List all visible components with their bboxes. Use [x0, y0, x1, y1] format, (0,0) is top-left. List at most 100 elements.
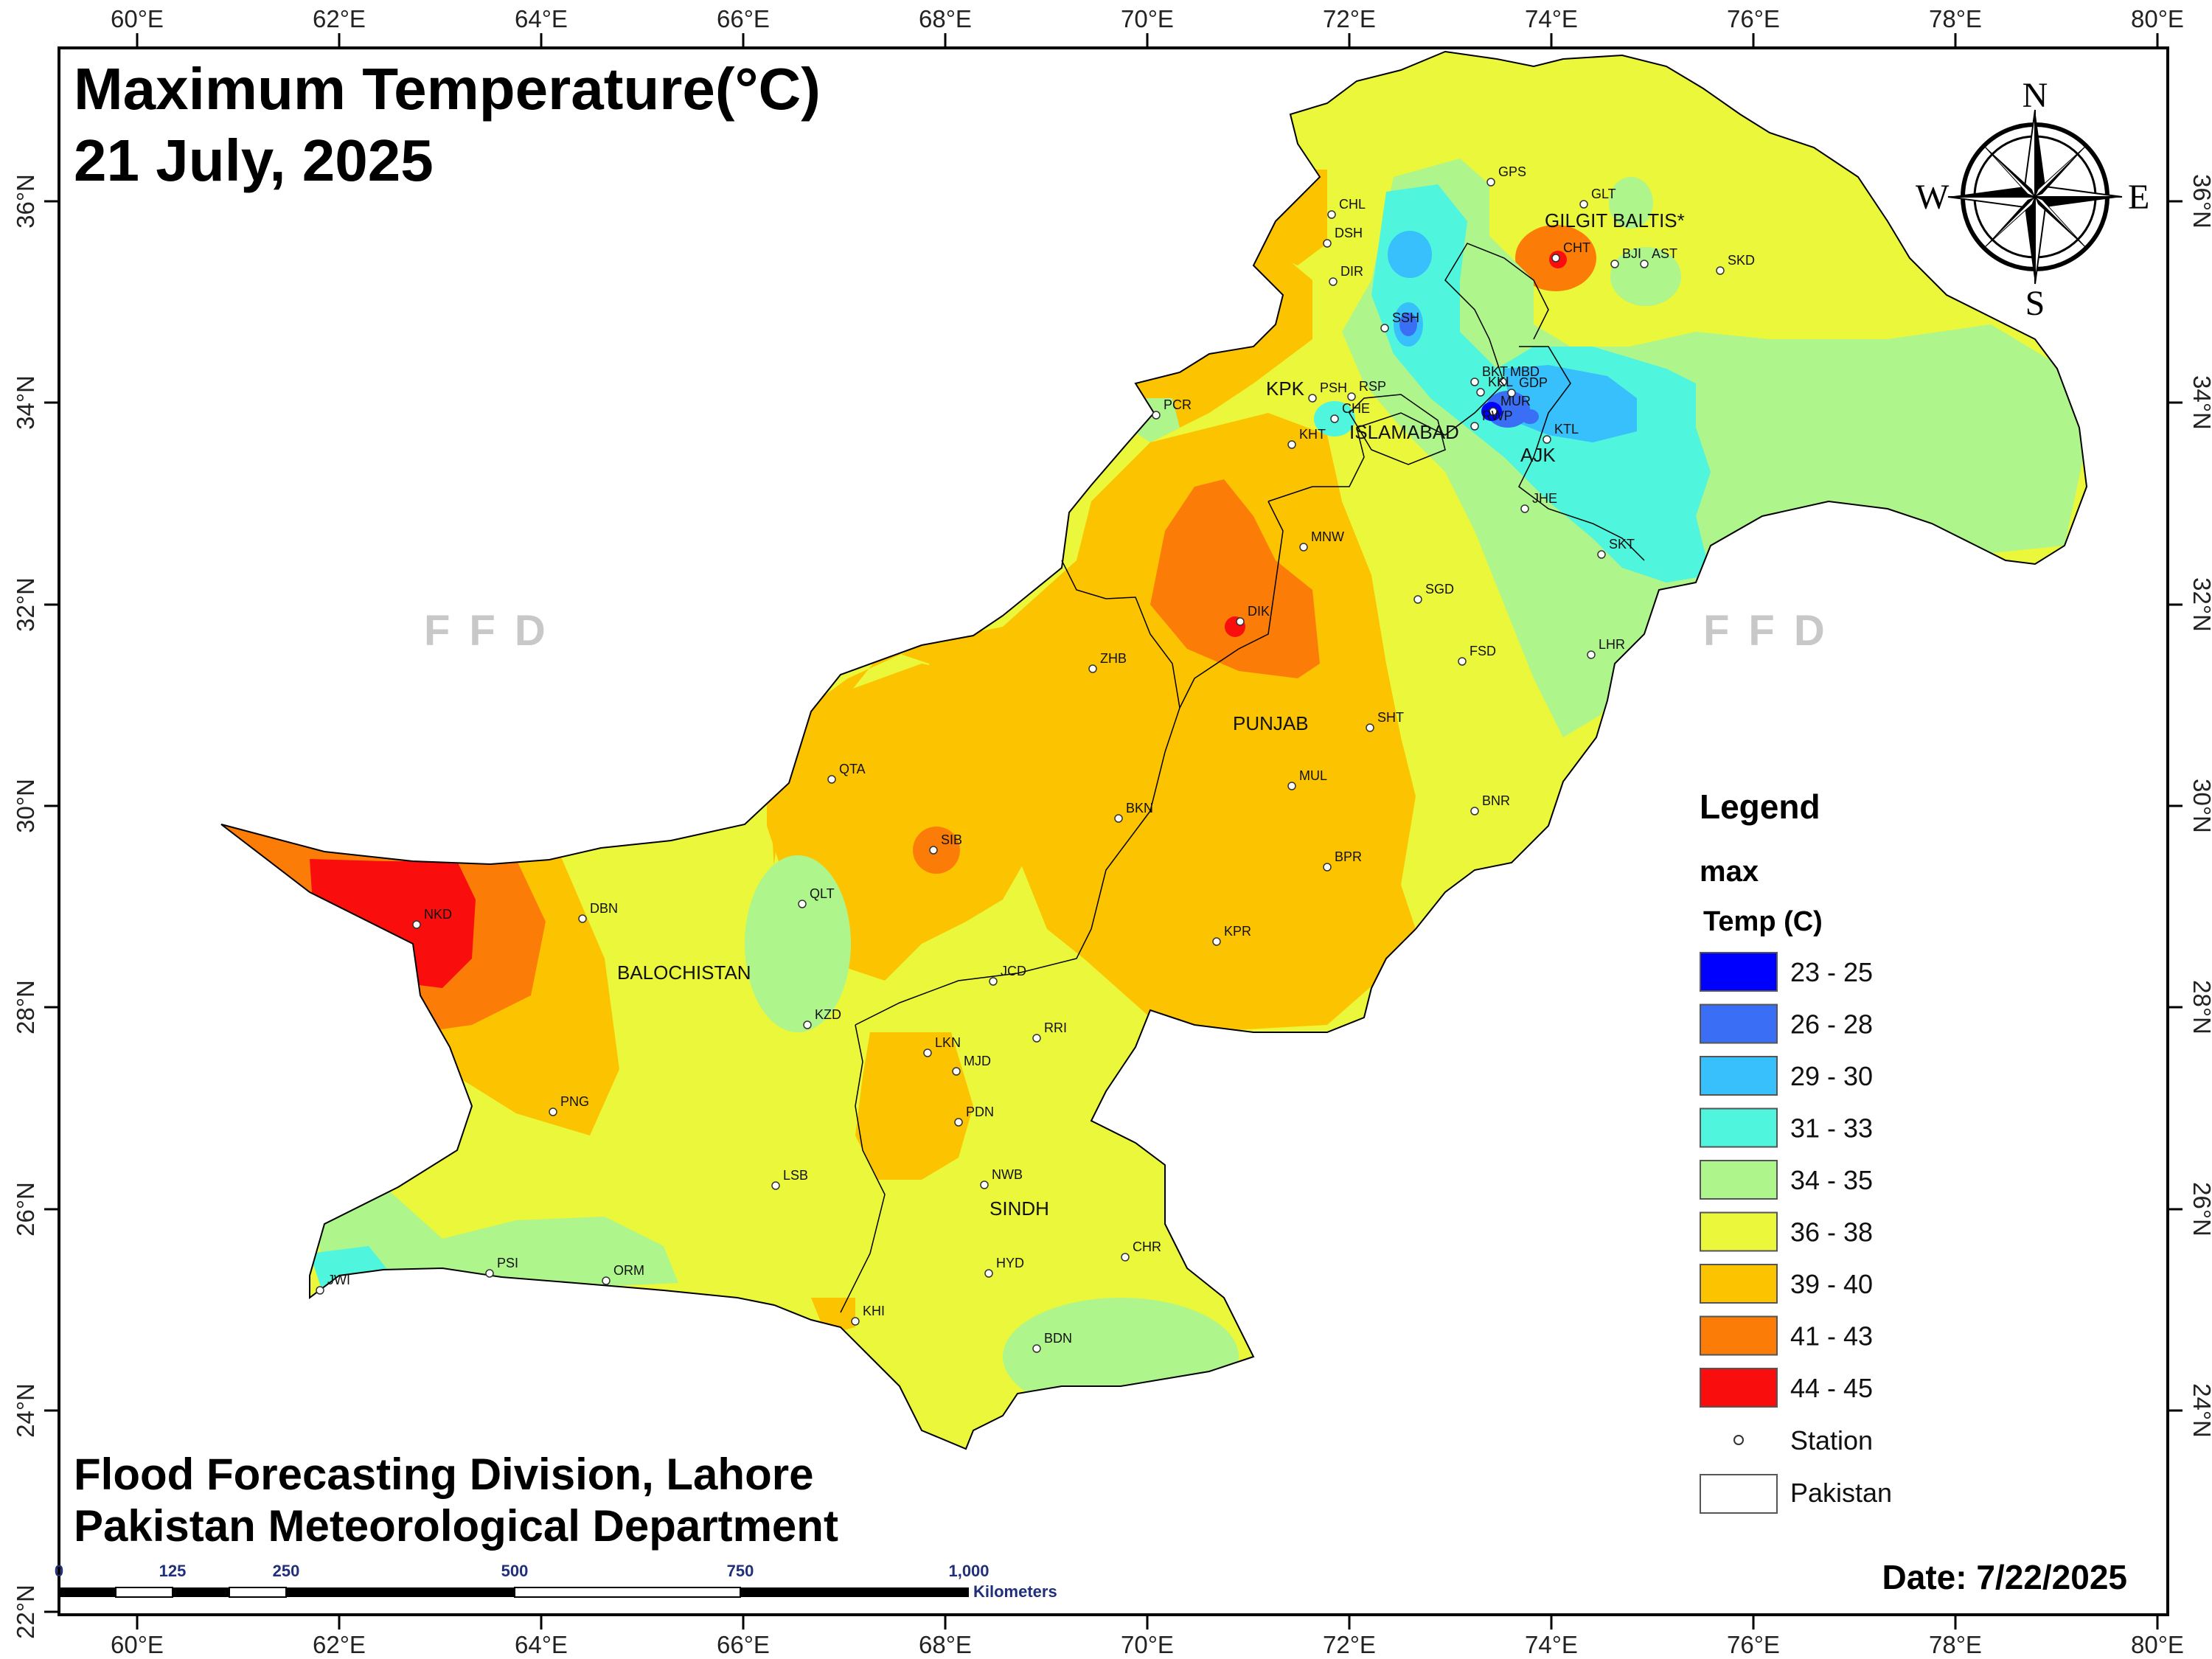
lat-label-right: 30°N — [2188, 779, 2212, 833]
map-subtitle-date: 21 July, 2025 — [74, 128, 434, 193]
station-label: GPS — [1498, 164, 1526, 179]
lon-label-bottom: 66°E — [717, 1631, 770, 1658]
zone-26-28-ktl — [1521, 409, 1539, 424]
station-marker — [851, 1317, 860, 1326]
lon-label-bottom: 72°E — [1323, 1631, 1376, 1658]
station-marker — [1579, 200, 1588, 209]
credit-line-2: Pakistan Meteorological Department — [74, 1501, 838, 1551]
scale-unit: Kilometers — [973, 1582, 1057, 1601]
north-arrow: N S E W — [1916, 76, 2149, 323]
latitude-labels-right: 36°N 34°N 32°N 30°N 28°N 26°N 24°N — [2188, 174, 2212, 1438]
lat-label-left: 36°N — [12, 174, 39, 229]
lon-label-top: 62°E — [313, 5, 366, 32]
legend-swatch — [1700, 1264, 1778, 1304]
compass-n: N — [2023, 76, 2048, 115]
station-marker — [1287, 782, 1296, 790]
station-label: KHI — [863, 1304, 885, 1318]
legend-class-label: 34 - 35 — [1790, 1165, 1873, 1195]
station-marker — [1366, 723, 1374, 732]
compass-west-point — [1948, 187, 2035, 197]
legend-station-symbol — [1733, 1435, 1744, 1445]
station-label: QLT — [810, 886, 835, 901]
station-marker — [1486, 178, 1495, 187]
station-label: KHT — [1299, 427, 1326, 442]
station-marker — [1543, 435, 1551, 444]
lon-label-top: 70°E — [1121, 5, 1174, 32]
station-label: KZD — [815, 1007, 841, 1022]
lon-label-top: 76°E — [1727, 5, 1780, 32]
station-label: RWP — [1482, 408, 1513, 423]
station-label: GDP — [1519, 375, 1548, 390]
region-islamabad: ISLAMABAD — [1349, 421, 1459, 443]
legend-items: 23 - 25 26 - 28 29 - 30 31 - 33 34 - 35 36 - … — [1700, 952, 1873, 1408]
lon-label-bottom: 74°E — [1525, 1631, 1578, 1658]
station-marker — [1380, 324, 1389, 333]
watermark-left: FFD — [424, 607, 565, 655]
station-label: RRI — [1044, 1020, 1067, 1035]
station-label: CHT — [1563, 240, 1590, 255]
station-marker — [485, 1269, 494, 1278]
legend-swatch — [1700, 1004, 1778, 1044]
region-ajk: AJK — [1520, 444, 1556, 466]
zone-34-35-qila-ladgasht — [745, 855, 851, 1032]
zone-39-40-lower-indus — [855, 1032, 973, 1180]
compass-south-point — [2025, 197, 2035, 284]
station-marker — [1507, 389, 1516, 397]
station-label: PSH — [1320, 380, 1347, 395]
station-marker — [1323, 863, 1332, 872]
station-label: SGD — [1425, 582, 1454, 597]
graticule-ticks — [44, 33, 2183, 1630]
station-marker — [929, 846, 938, 855]
legend-swatch — [1700, 1315, 1778, 1356]
station-label: HYD — [996, 1256, 1024, 1270]
lat-label-right: 34°N — [2188, 375, 2212, 430]
scale-tick-0: 0 — [55, 1562, 63, 1580]
station-marker — [1032, 1034, 1041, 1043]
station-marker — [1458, 657, 1467, 666]
station-label: SIB — [941, 832, 962, 847]
compass-e: E — [2128, 178, 2149, 217]
region-punjab: PUNJAB — [1233, 712, 1309, 734]
region-gilgit-baltistan: GILGIT BALTIS* — [1545, 209, 1685, 232]
zone-26-28-saidu — [1399, 313, 1417, 336]
watermark-right: FFD — [1703, 607, 1844, 655]
legend-class-label: 31 - 33 — [1790, 1113, 1873, 1144]
station-label: MNW — [1311, 529, 1344, 544]
pakistan-boundary — [220, 50, 2088, 1450]
station-marker — [1121, 1253, 1130, 1262]
compass-north-point — [2035, 110, 2045, 197]
station-marker — [1299, 543, 1308, 552]
scale-tick-250: 250 — [273, 1562, 300, 1580]
station-label: PCR — [1164, 397, 1192, 412]
station-marker — [1114, 814, 1123, 823]
lon-label-top: 74°E — [1525, 5, 1578, 32]
station-marker — [1640, 260, 1649, 268]
station-marker — [1498, 378, 1507, 386]
station-label: SHT — [1377, 710, 1404, 725]
credit-line-1: Flood Forecasting Division, Lahore — [74, 1450, 813, 1499]
lat-label-left: 32°N — [12, 577, 39, 632]
lon-label-top: 68°E — [919, 5, 972, 32]
station-marker — [602, 1276, 611, 1285]
lat-label-right: 36°N — [2188, 174, 2212, 229]
lon-label-bottom: 68°E — [919, 1631, 972, 1658]
map-title: Maximum Temperature(°C) — [74, 56, 821, 122]
lon-label-bottom: 80°E — [2131, 1631, 2184, 1658]
station-marker — [1236, 617, 1245, 626]
legend-boundary-swatch — [1700, 1474, 1778, 1514]
station-marker — [1470, 378, 1479, 386]
station-marker — [1330, 414, 1339, 423]
zone-34-35-north-east — [1342, 159, 2087, 737]
lon-label-top: 80°E — [2131, 5, 2184, 32]
station-label: BPR — [1335, 849, 1362, 864]
station-label: NKD — [424, 907, 452, 922]
station-label: FSD — [1470, 644, 1496, 658]
station-label: ZHB — [1100, 651, 1127, 666]
station-label: SKD — [1728, 253, 1755, 268]
station-label: QTA — [839, 762, 866, 776]
station-label: DSH — [1335, 226, 1363, 240]
station-marker — [954, 1118, 963, 1127]
station-marker — [1327, 210, 1336, 219]
station-label: SSH — [1392, 310, 1419, 325]
